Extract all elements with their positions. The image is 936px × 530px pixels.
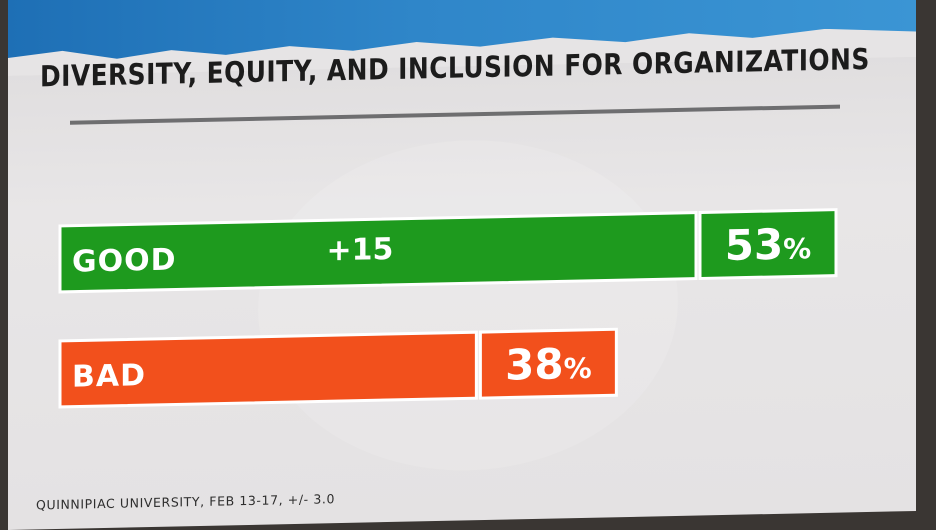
percent-sign-bad: % <box>564 352 592 386</box>
percent-sign-good: % <box>783 232 811 266</box>
bar-chart: GOOD 53%BAD 38%+15 <box>58 208 838 409</box>
value-box-bad <box>478 327 618 400</box>
value-box-good <box>698 208 838 281</box>
category-label-bad: BAD <box>72 358 146 395</box>
bar-bad <box>58 330 478 409</box>
tv-graphic-screen: DIVERSITY, EQUITY, AND INCLUSION FOR ORG… <box>8 0 916 530</box>
category-label-good: GOOD <box>72 242 177 279</box>
bar-good <box>58 211 698 294</box>
value-label-good: 53% <box>725 219 812 270</box>
margin-label: +15 <box>327 232 394 268</box>
